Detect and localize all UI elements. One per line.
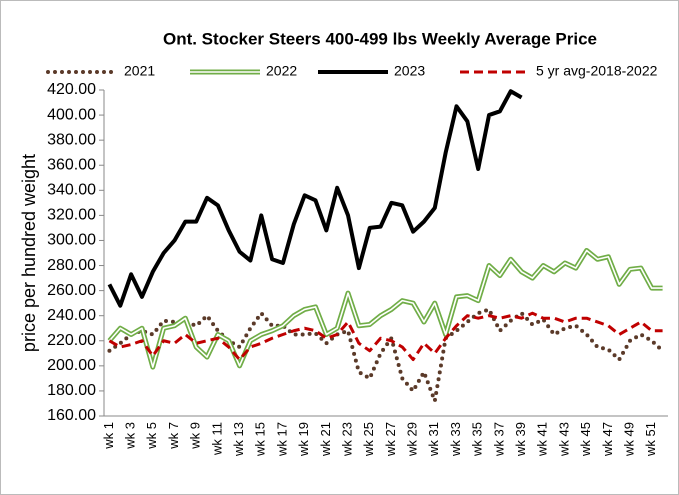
x-tick-label: wk 39 — [513, 422, 528, 457]
y-tick-label: 320.00 — [47, 207, 96, 224]
x-tick-label: wk 21 — [318, 422, 333, 457]
legend-label: 2022 — [266, 63, 297, 79]
x-tick-label: wk 19 — [296, 422, 311, 457]
series-line — [107, 307, 665, 403]
x-tick-label: wk 5 — [144, 422, 159, 450]
x-tick-label: wk 7 — [166, 422, 181, 450]
x-tick-label: wk 27 — [383, 422, 398, 457]
y-tick-label: 280.00 — [47, 257, 96, 274]
y-tick-label: 180.00 — [47, 382, 96, 399]
y-tick-label: 220.00 — [47, 332, 96, 349]
y-tick-label: 380.00 — [47, 131, 96, 148]
y-tick-label: 340.00 — [47, 182, 96, 199]
x-tick-label: wk 23 — [339, 422, 354, 457]
x-tick-label: wk 1 — [101, 422, 116, 450]
x-tick-label: wk 11 — [209, 422, 224, 456]
x-tick-label: wk 25 — [361, 422, 376, 457]
x-tick-label: wk 3 — [123, 422, 138, 450]
legend-label: 5 yr avg-2018-2022 — [536, 63, 658, 79]
x-tick-label: wk 41 — [535, 422, 550, 457]
y-tick-label: 200.00 — [47, 357, 96, 374]
series-line — [107, 89, 523, 308]
y-tick-label: 160.00 — [47, 407, 96, 424]
x-tick-label: wk 31 — [426, 422, 441, 457]
x-tick-label: wk 17 — [274, 422, 289, 457]
x-tick-label: wk 43 — [556, 422, 571, 457]
y-tick-label: 240.00 — [47, 307, 96, 324]
x-tick-label: wk 13 — [231, 422, 246, 457]
x-tick-label: wk 15 — [253, 422, 268, 457]
series-line — [108, 311, 663, 362]
series-line-inner — [108, 249, 663, 368]
x-tick-label: wk 49 — [621, 422, 636, 457]
x-tick-label: wk 45 — [578, 422, 593, 457]
x-tick-label: wk 47 — [600, 422, 615, 457]
y-tick-label: 420.00 — [47, 81, 96, 98]
x-tick-label: wk 37 — [491, 422, 506, 457]
chart-title: Ont. Stocker Steers 400-499 lbs Weekly A… — [163, 29, 597, 48]
y-tick-label: 360.00 — [47, 156, 96, 173]
x-tick-label: wk 9 — [188, 422, 203, 450]
y-axis-label: price per hundred weight — [19, 154, 39, 352]
y-tick-label: 400.00 — [47, 106, 96, 123]
y-tick-label: 300.00 — [47, 232, 96, 249]
legend-label: 2023 — [394, 63, 425, 79]
x-tick-label: wk 33 — [448, 422, 463, 457]
y-tick-label: 260.00 — [47, 282, 96, 299]
legend-label: 2021 — [124, 63, 155, 79]
x-tick-label: wk 51 — [643, 422, 658, 457]
x-tick-label: wk 35 — [470, 422, 485, 457]
x-tick-label: wk 29 — [405, 422, 420, 457]
